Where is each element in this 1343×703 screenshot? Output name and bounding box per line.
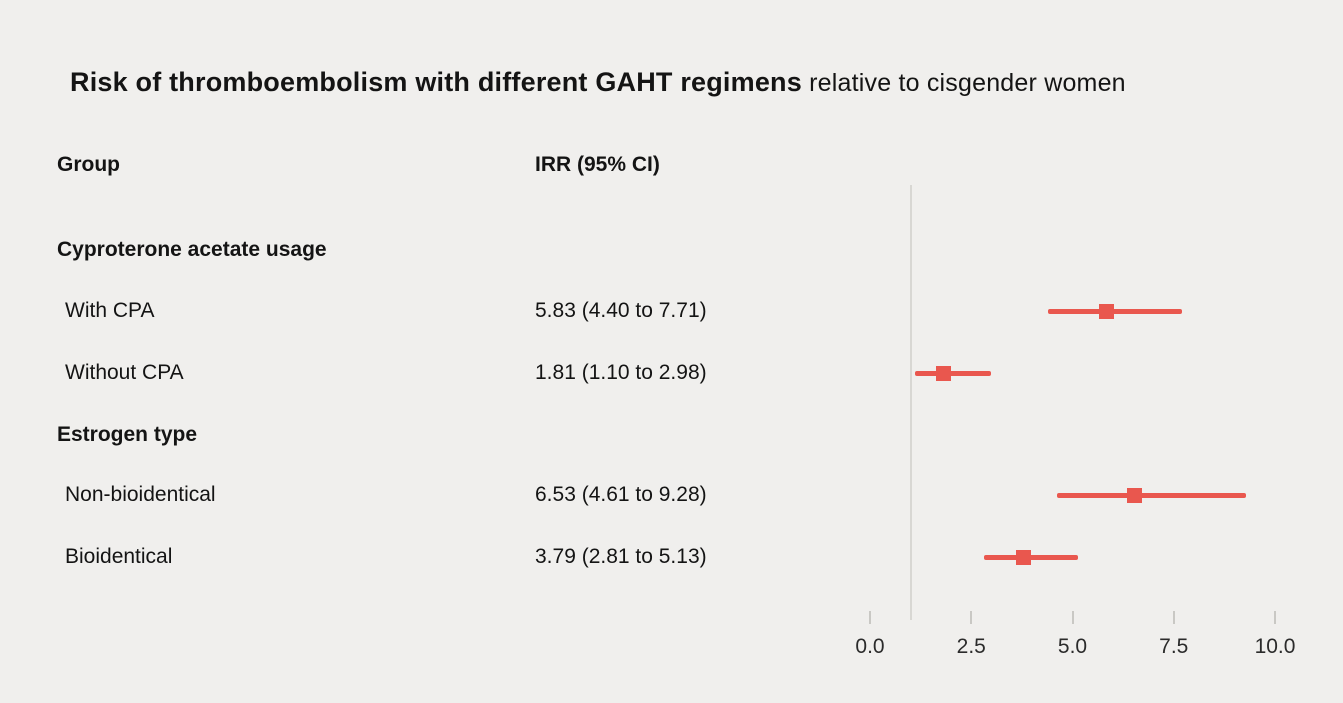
row-irr-value: 3.79 (2.81 to 5.13) (535, 545, 707, 568)
row-irr-value: 6.53 (4.61 to 9.28) (535, 483, 707, 506)
x-axis-tick-label: 7.5 (1159, 635, 1189, 658)
estimate-marker (935, 365, 951, 381)
reference-line (909, 185, 912, 620)
chart-title: Risk of thromboembolism with different G… (70, 67, 1126, 98)
confidence-interval-line (1056, 492, 1246, 498)
x-axis-tick (1071, 611, 1074, 624)
column-header-irr: IRR (95% CI) (535, 153, 660, 176)
x-axis-tick (970, 611, 973, 624)
x-axis-tick (1172, 611, 1175, 624)
row-label: Non-bioidentical (65, 483, 216, 506)
row-label: With CPA (65, 299, 155, 322)
estimate-marker (1015, 549, 1031, 565)
x-axis-tick-label: 5.0 (1057, 635, 1088, 658)
confidence-interval-line (914, 370, 991, 376)
x-axis-tick-label: 10.0 (1254, 635, 1296, 658)
estimate-marker (1126, 487, 1142, 503)
row-label: Bioidentical (65, 545, 173, 568)
x-axis-tick-label: 2.5 (956, 635, 986, 658)
x-axis-tick-label: 0.0 (855, 635, 885, 658)
estimate-marker (1098, 303, 1114, 319)
group-section-header: Estrogen type (57, 423, 198, 446)
row-label: Without CPA (65, 361, 184, 384)
chart-title-suffix: relative to cisgender women (801, 69, 1126, 97)
column-header-group: Group (57, 153, 120, 176)
group-section-header: Cyproterone acetate usage (57, 238, 327, 261)
x-axis-tick (1274, 611, 1276, 624)
x-axis-tick (869, 611, 871, 624)
row-irr-value: 1.81 (1.10 to 2.98) (535, 361, 707, 384)
row-irr-value: 5.83 (4.40 to 7.71) (535, 299, 707, 322)
chart-title-main: Risk of thromboembolism with different G… (70, 67, 802, 97)
confidence-interval-line (1048, 308, 1183, 314)
